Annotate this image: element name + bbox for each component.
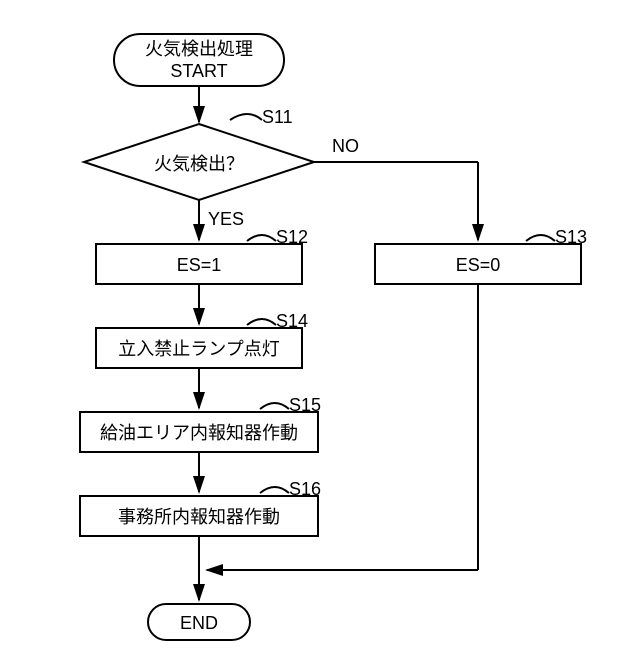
s11-label-connector	[230, 114, 262, 120]
start-text-2: START	[170, 61, 227, 81]
s12-text: ES=1	[177, 255, 222, 275]
s12-process: ES=1	[96, 244, 302, 284]
s13-process: ES=0	[375, 244, 581, 284]
s13-label-connector	[526, 235, 555, 241]
s16-text: 事務所内報知器作動	[118, 507, 280, 527]
s14-label-connector	[247, 319, 276, 325]
start-node: 火気検出処理 START	[114, 34, 284, 86]
s11-label: S11	[262, 107, 293, 127]
s11-decision: 火気検出？	[84, 124, 314, 200]
s16-process: 事務所内報知器作動	[80, 496, 318, 536]
s14-process: 立入禁止ランプ点灯	[96, 328, 302, 368]
s15-label-connector	[260, 403, 289, 409]
s14-text: 立入禁止ランプ点灯	[118, 339, 279, 359]
s15-text: 給油エリア内報知器作動	[100, 423, 298, 443]
s11-text: 火気検出？	[154, 154, 244, 174]
end-text: END	[180, 613, 218, 633]
yes-label: YES	[208, 209, 244, 229]
s16-label-connector	[260, 487, 289, 493]
s12-label-connector	[247, 235, 276, 241]
s13-text: ES=0	[456, 255, 501, 275]
end-node: END	[148, 604, 250, 640]
no-label: NO	[332, 136, 359, 156]
start-text-1: 火気検出処理	[145, 39, 253, 59]
s15-process: 給油エリア内報知器作動	[80, 412, 318, 452]
